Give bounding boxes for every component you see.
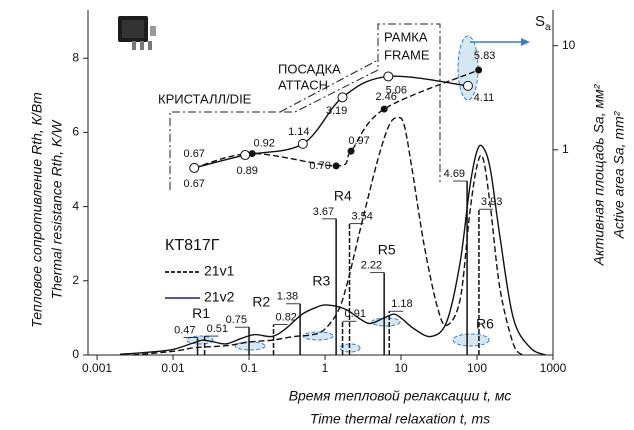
x-tick-label: 1 — [322, 361, 329, 375]
value-label: 5.06 — [386, 84, 407, 96]
group-label: R1 — [192, 305, 210, 321]
value-label: 0.67 — [184, 178, 205, 190]
x-tick-label: 0.1 — [241, 361, 258, 375]
point — [190, 163, 199, 172]
value-label: 0.82 — [276, 311, 297, 323]
chart: Sa КРИСТАЛЛ/DIE ПОСАДКА ATTACH РАМКА FRA… — [0, 0, 634, 430]
x-axis-title: Time thermal relaxation t, ms — [310, 411, 490, 427]
value-label: 3.19 — [326, 105, 347, 117]
region-label: ПОСАДКА — [278, 61, 341, 76]
value-label: 3.93 — [481, 196, 502, 208]
point — [463, 81, 472, 90]
x-tick-label: 10 — [394, 361, 408, 375]
value-label: 0.67 — [184, 148, 205, 160]
point — [381, 106, 387, 112]
point — [384, 72, 393, 81]
point — [476, 67, 482, 73]
value-label: 5.83 — [474, 50, 495, 62]
group-label: R5 — [378, 241, 396, 257]
area-symbol: S — [535, 13, 545, 30]
x-tick-label: 0.01 — [161, 361, 185, 375]
area-arrow-head — [521, 38, 530, 46]
area-subscript: a — [545, 22, 551, 33]
point — [333, 163, 339, 169]
y-tick-label: 8 — [72, 50, 79, 64]
y2-axis-title: Активная площадь Sa, мм² — [591, 83, 607, 266]
legend-title: КТ817Г — [165, 237, 220, 254]
region-label: РАМКА — [384, 29, 428, 44]
x-axis-title: Время тепловой релаксации t, мс — [289, 388, 512, 404]
value-label: 0.51 — [207, 323, 228, 335]
y-tick-label: 6 — [72, 125, 79, 139]
series-line — [194, 70, 478, 168]
y-tick-label: 4 — [72, 199, 79, 213]
group-label: R2 — [252, 293, 270, 309]
y2-tick-label: 1 — [562, 142, 569, 156]
y-axis-title: Тепловое сопротивление Rth, К/Вт — [29, 92, 45, 328]
region-label: КРИСТАЛЛ/DIE — [158, 91, 252, 106]
y2-tick-label: 10 — [562, 38, 576, 52]
value-label: 1.38 — [277, 291, 298, 303]
y-tick-label: 0 — [72, 347, 79, 361]
value-label: 0.75 — [226, 314, 247, 326]
x-tick-label: 0.001 — [82, 361, 112, 375]
value-label: 0.47 — [174, 324, 195, 336]
y-tick-label: 2 — [72, 273, 79, 287]
value-label: 0.97 — [348, 135, 369, 147]
value-label: 4.11 — [474, 92, 495, 104]
value-label: 0.91 — [345, 308, 366, 320]
group-label: R6 — [476, 316, 494, 332]
value-label: 0.70 — [309, 160, 330, 172]
point — [348, 148, 354, 154]
value-label: 3.54 — [352, 211, 373, 223]
region-label: ATTACH — [278, 77, 328, 92]
value-label: 1.18 — [391, 298, 412, 310]
value-label: 0.92 — [253, 137, 274, 149]
group-label: R4 — [334, 188, 352, 204]
point — [298, 139, 307, 148]
x-tick-label: 1000 — [540, 361, 567, 375]
value-label: 2.22 — [361, 260, 382, 272]
point — [241, 151, 250, 160]
legend-label: 21v2 — [204, 289, 235, 305]
y-axis-title: Thermal resistance Rth, K/W — [49, 119, 65, 300]
value-label: 1.14 — [288, 126, 309, 138]
series-line — [194, 76, 468, 168]
value-label: 4.69 — [444, 168, 465, 180]
legend-label: 21v1 — [204, 263, 235, 279]
x-tick-label: 100 — [467, 361, 487, 375]
point — [338, 93, 347, 102]
group-label: R3 — [312, 273, 330, 289]
y2-axis-title: Active area Sa, mm² — [611, 110, 627, 239]
area-label: Sa — [535, 13, 551, 33]
value-label: 0.89 — [236, 165, 257, 177]
region-label: FRAME — [384, 47, 430, 62]
value-label: 3.67 — [313, 206, 334, 218]
chip-icon — [118, 16, 156, 50]
